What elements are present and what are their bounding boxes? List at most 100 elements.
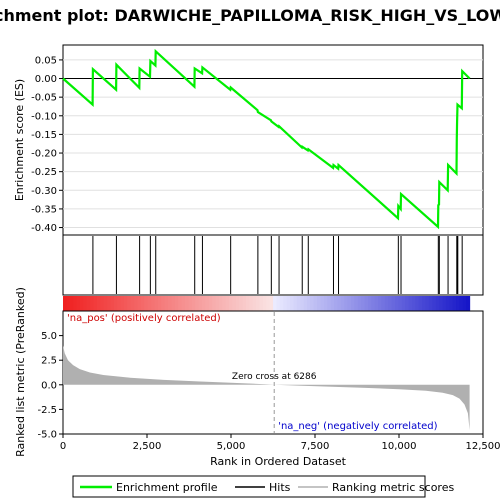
colorbar-segment (161, 296, 166, 311)
colorbar-segment (262, 296, 267, 311)
colorbar-segment (174, 296, 179, 311)
colorbar-segment (340, 296, 345, 311)
colorbar-segment (435, 296, 440, 311)
metric-x-tick-label: 0 (60, 441, 66, 452)
colorbar-segment (425, 296, 430, 311)
colorbar-segment (371, 296, 376, 311)
colorbar-segment (73, 296, 78, 311)
colorbar-segment (212, 296, 217, 311)
es-y-tick-label: -0.25 (31, 167, 57, 178)
es-y-tick-label: -0.30 (31, 186, 57, 197)
colorbar-segment (151, 296, 156, 311)
colorbar-segment (452, 296, 457, 311)
colorbar-segment (320, 296, 325, 311)
colorbar-segment (337, 296, 342, 311)
colorbar-segment (350, 296, 355, 311)
colorbar-segment (256, 296, 261, 311)
colorbar-segment (127, 296, 132, 311)
colorbar-segment (252, 296, 257, 311)
colorbar-segment (90, 296, 95, 311)
colorbar-segment (367, 296, 372, 311)
colorbar-segment (100, 296, 105, 311)
colorbar-segment (466, 296, 471, 311)
colorbar-segment (415, 296, 420, 311)
colorbar-segment (442, 296, 447, 311)
colorbar-segment (198, 296, 203, 311)
colorbar-segment (378, 296, 383, 311)
colorbar-segment (317, 296, 322, 311)
colorbar-segment (449, 296, 454, 311)
colorbar-segment (164, 296, 169, 311)
colorbar-segment (408, 296, 413, 311)
rank-colorbar (63, 296, 471, 311)
colorbar-segment (103, 296, 108, 311)
es-y-tick-label: 0.05 (35, 55, 57, 66)
colorbar-segment (96, 296, 101, 311)
legend-enrichment-label: Enrichment profile (116, 481, 218, 494)
colorbar-segment (432, 296, 437, 311)
es-y-tick-label: -0.20 (31, 149, 57, 160)
colorbar-segment (357, 296, 362, 311)
metric-y-tick-label: -2.5 (37, 405, 57, 416)
colorbar-segment (327, 296, 332, 311)
colorbar-segment (201, 296, 206, 311)
colorbar-segment (66, 296, 71, 311)
colorbar-segment (147, 296, 152, 311)
colorbar-segment (69, 296, 74, 311)
colorbar-segment (188, 296, 193, 311)
metric-y-tick-label: -5.0 (37, 430, 57, 441)
colorbar-segment (137, 296, 142, 311)
metric-x-tick-label: 10,000 (382, 441, 417, 452)
colorbar-segment (418, 296, 423, 311)
legend-hits-label: Hits (269, 481, 291, 494)
colorbar-segment (273, 296, 278, 311)
colorbar-segment (191, 296, 196, 311)
colorbar-segment (381, 296, 386, 311)
colorbar-segment (456, 296, 460, 311)
colorbar-segment (76, 296, 81, 311)
es-y-tick-label: -0.40 (31, 223, 57, 234)
es-y-tick-label: -0.10 (31, 111, 57, 122)
colorbar-segment (323, 296, 328, 311)
colorbar-segment (286, 296, 291, 311)
colorbar-segment (296, 296, 301, 311)
colorbar-segment (229, 296, 233, 311)
colorbar-segment (110, 296, 115, 311)
positive-correlation-label: 'na_pos' (positively correlated) (67, 313, 221, 324)
colorbar-segment (405, 296, 410, 311)
colorbar-segment (117, 296, 122, 311)
negative-correlation-label: 'na_neg' (negatively correlated) (278, 421, 437, 432)
hits-plot-frame (62, 234, 484, 296)
colorbar-segment (113, 296, 118, 311)
colorbar-segment (215, 296, 220, 311)
colorbar-segment (181, 296, 186, 311)
colorbar-segment (130, 296, 135, 311)
metric-x-tick-label: 7,500 (301, 441, 330, 452)
colorbar-segment (222, 296, 227, 311)
colorbar-segment (276, 296, 281, 311)
colorbar-segment (269, 296, 274, 311)
legend-metric-label: Ranking metric scores (332, 481, 454, 494)
colorbar-segment (195, 296, 200, 311)
colorbar-segment (239, 296, 244, 311)
zero-cross-label: Zero cross at 6286 (232, 372, 317, 382)
metric-x-axis-ticks: 0 2,500 5,000 7,500 10,000 12,500 (60, 434, 500, 452)
colorbar-segment (83, 296, 88, 311)
colorbar-segment (330, 296, 335, 311)
chart-title: Enrichment plot: DARWICHE_PAPILLOMA_RISK… (0, 6, 500, 25)
hits-panel (62, 234, 484, 296)
metric-x-tick-label: 2,500 (133, 441, 162, 452)
colorbar-segment (361, 296, 366, 311)
colorbar-segment (184, 296, 189, 311)
metric-y-tick-label: 2.5 (41, 356, 57, 367)
colorbar-segment (259, 296, 264, 311)
colorbar-segment (86, 296, 91, 311)
colorbar-segment (208, 296, 213, 311)
colorbar-segment (310, 296, 315, 311)
es-y-tick-label: -0.05 (31, 93, 57, 104)
colorbar-segment (374, 296, 379, 311)
colorbar-segment (422, 296, 427, 311)
ranking-metric-area (63, 345, 470, 431)
colorbar-segment (93, 296, 98, 311)
